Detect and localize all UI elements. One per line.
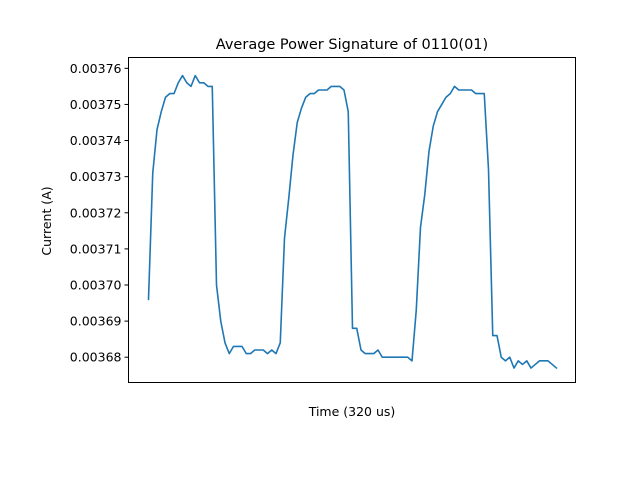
y-tick-label: 0.00374 <box>70 133 122 148</box>
y-tick-label: 0.00373 <box>70 169 122 184</box>
chart-title: Average Power Signature of 0110(01) <box>216 37 488 53</box>
y-tick-label: 0.00368 <box>70 350 122 365</box>
y-axis-ticks: 0.00368 0.00369 0.00370 0.00371 0.00372 0.003… <box>70 61 129 365</box>
y-tick-label: 0.00371 <box>70 241 122 256</box>
y-tick-label: 0.00369 <box>70 314 122 329</box>
y-axis-label: Current (A) <box>39 186 54 255</box>
y-tick-label: 0.00372 <box>70 205 122 220</box>
y-tick-label: 0.00376 <box>70 61 122 76</box>
y-tick-label: 0.00370 <box>70 278 122 293</box>
series-line <box>147 74 558 369</box>
x-axis-label: Time (320 us) <box>308 404 396 419</box>
y-tick-label: 0.00375 <box>70 97 122 112</box>
plot-frame <box>128 57 576 383</box>
